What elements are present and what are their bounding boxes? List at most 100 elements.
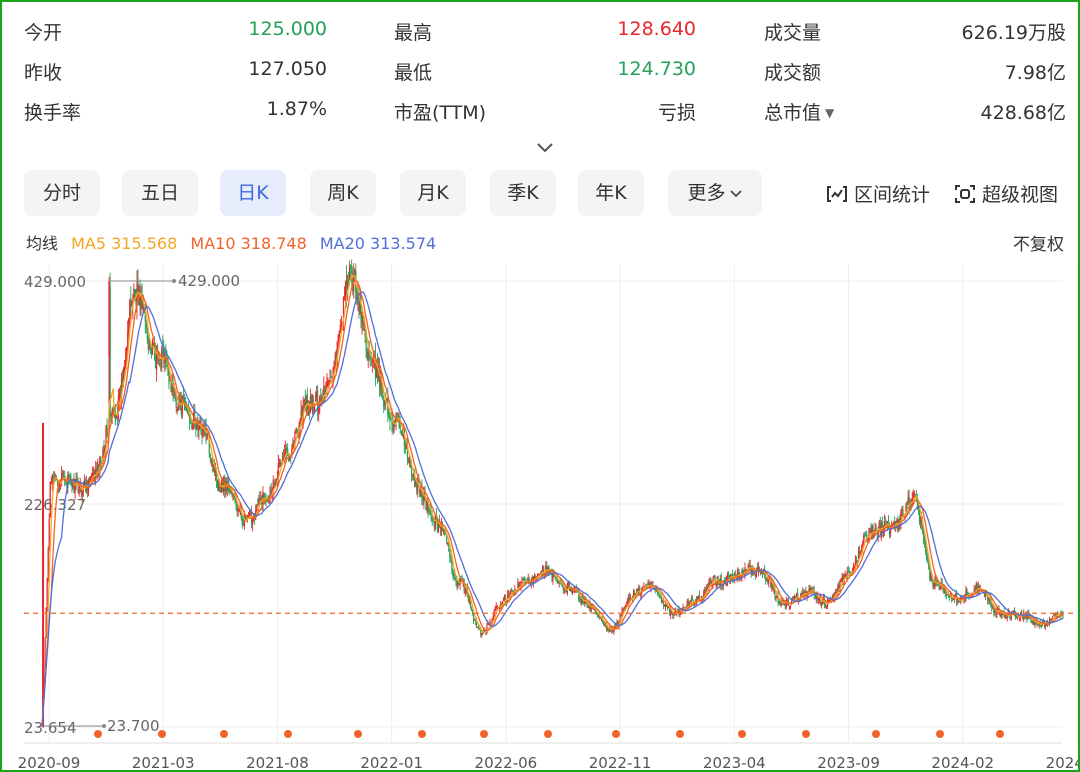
candle-body <box>89 477 92 482</box>
candle-body <box>1030 616 1032 622</box>
candle-body <box>992 607 994 609</box>
candle-body <box>962 597 964 599</box>
candle-body <box>119 389 122 398</box>
candle-body <box>663 605 666 607</box>
candle-body <box>584 600 586 604</box>
candle-body <box>863 535 865 542</box>
candle-body <box>598 615 601 618</box>
candle-body <box>450 555 452 558</box>
candle-body <box>427 498 429 512</box>
candle-body <box>767 579 769 583</box>
kline-chart[interactable]: 2020-09 2021-03 2021-08 2022-01 2022-06 2022-… <box>2 258 1078 770</box>
candle-body <box>754 572 756 576</box>
period-tabs: 分时 五日 日K 周K 月K 季K 年K 更多 区间统计 超级视图 <box>24 170 1068 216</box>
candle-body <box>81 489 83 496</box>
candle-body <box>920 516 923 524</box>
candle-body <box>836 591 838 595</box>
candle-body <box>899 517 901 524</box>
tab-quarterly-k[interactable]: 季K <box>490 170 556 216</box>
candle-body <box>814 596 816 598</box>
candle-body <box>250 512 253 524</box>
candle-body <box>145 323 147 329</box>
candle-body <box>256 505 258 512</box>
candle-body <box>709 579 711 582</box>
candle-body <box>996 609 998 615</box>
candle-body <box>602 622 605 624</box>
candle-body <box>404 445 406 450</box>
tab-five-day[interactable]: 五日 <box>122 170 198 216</box>
tab-intraday[interactable]: 分时 <box>24 170 100 216</box>
candle-body <box>229 488 231 492</box>
candle-body <box>949 595 952 597</box>
range-stats-button[interactable]: 区间统计 <box>826 180 930 207</box>
candle-body <box>159 356 161 366</box>
candle-body <box>658 595 660 597</box>
adjust-selector[interactable]: 不复权 <box>1013 235 1064 255</box>
candle-body <box>297 429 299 433</box>
expand-chevron-icon[interactable] <box>534 138 556 158</box>
candle-body <box>859 551 861 555</box>
candle-body <box>480 627 482 636</box>
candle-body <box>278 461 281 465</box>
tab-weekly-k[interactable]: 周K <box>310 170 376 216</box>
candle-body <box>208 432 210 454</box>
candle-body <box>48 518 50 547</box>
candle-body <box>578 593 580 600</box>
tab-more[interactable]: 更多 <box>668 170 762 216</box>
candle-body <box>546 566 548 572</box>
candle-body <box>105 427 107 450</box>
candle-body <box>426 499 428 511</box>
super-view-button[interactable]: 超级视图 <box>954 180 1058 207</box>
candle-body <box>510 590 512 598</box>
candle-body <box>776 593 778 597</box>
tab-monthly-k[interactable]: 月K <box>400 170 466 216</box>
candle-body <box>1022 615 1024 618</box>
market-cap-dropdown[interactable]: 总市值 ▼ <box>764 98 834 125</box>
candle-body <box>483 629 485 633</box>
candle-body <box>170 380 172 393</box>
candle-body <box>952 598 955 600</box>
candle-body <box>209 453 211 460</box>
candle-body <box>691 597 693 601</box>
candle-body <box>127 332 129 351</box>
tab-yearly-k[interactable]: 年K <box>578 170 644 216</box>
candle-body <box>1000 610 1002 617</box>
candle-body <box>785 600 787 608</box>
candle-body <box>477 626 479 628</box>
candle-body <box>797 592 799 601</box>
candle-body <box>802 591 804 596</box>
candle-body <box>852 567 855 572</box>
candle-body <box>175 396 177 408</box>
candle-body <box>835 589 837 594</box>
volume-label: 成交量 <box>764 22 822 44</box>
candle-body <box>583 600 585 604</box>
candle-body <box>1027 613 1029 619</box>
candle-body <box>465 588 467 593</box>
candle-body <box>47 548 49 580</box>
candle-body <box>422 497 424 501</box>
candle-body <box>139 288 141 309</box>
candle-body <box>800 593 802 599</box>
candle-body <box>747 566 749 569</box>
candle-body <box>542 565 544 575</box>
candle-body <box>801 593 803 595</box>
candle-body <box>179 395 181 403</box>
candle-body <box>56 480 59 486</box>
candle-body <box>638 588 640 592</box>
candle-body <box>557 580 559 584</box>
candle-body <box>372 357 374 361</box>
candle-body <box>165 354 167 363</box>
candle-body <box>142 304 144 310</box>
event-marker <box>418 730 426 738</box>
ma10-legend: MA10 318.748 <box>190 234 307 253</box>
candle-body <box>394 420 396 425</box>
candle-body <box>476 621 478 627</box>
candle-body <box>931 575 933 582</box>
candle-body <box>659 595 661 597</box>
candle-body <box>1037 624 1039 626</box>
candle-body <box>201 432 203 437</box>
tab-daily-k[interactable]: 日K <box>220 170 286 216</box>
candle-body <box>147 337 149 350</box>
candle-body <box>502 599 505 601</box>
candle-body <box>854 560 857 565</box>
